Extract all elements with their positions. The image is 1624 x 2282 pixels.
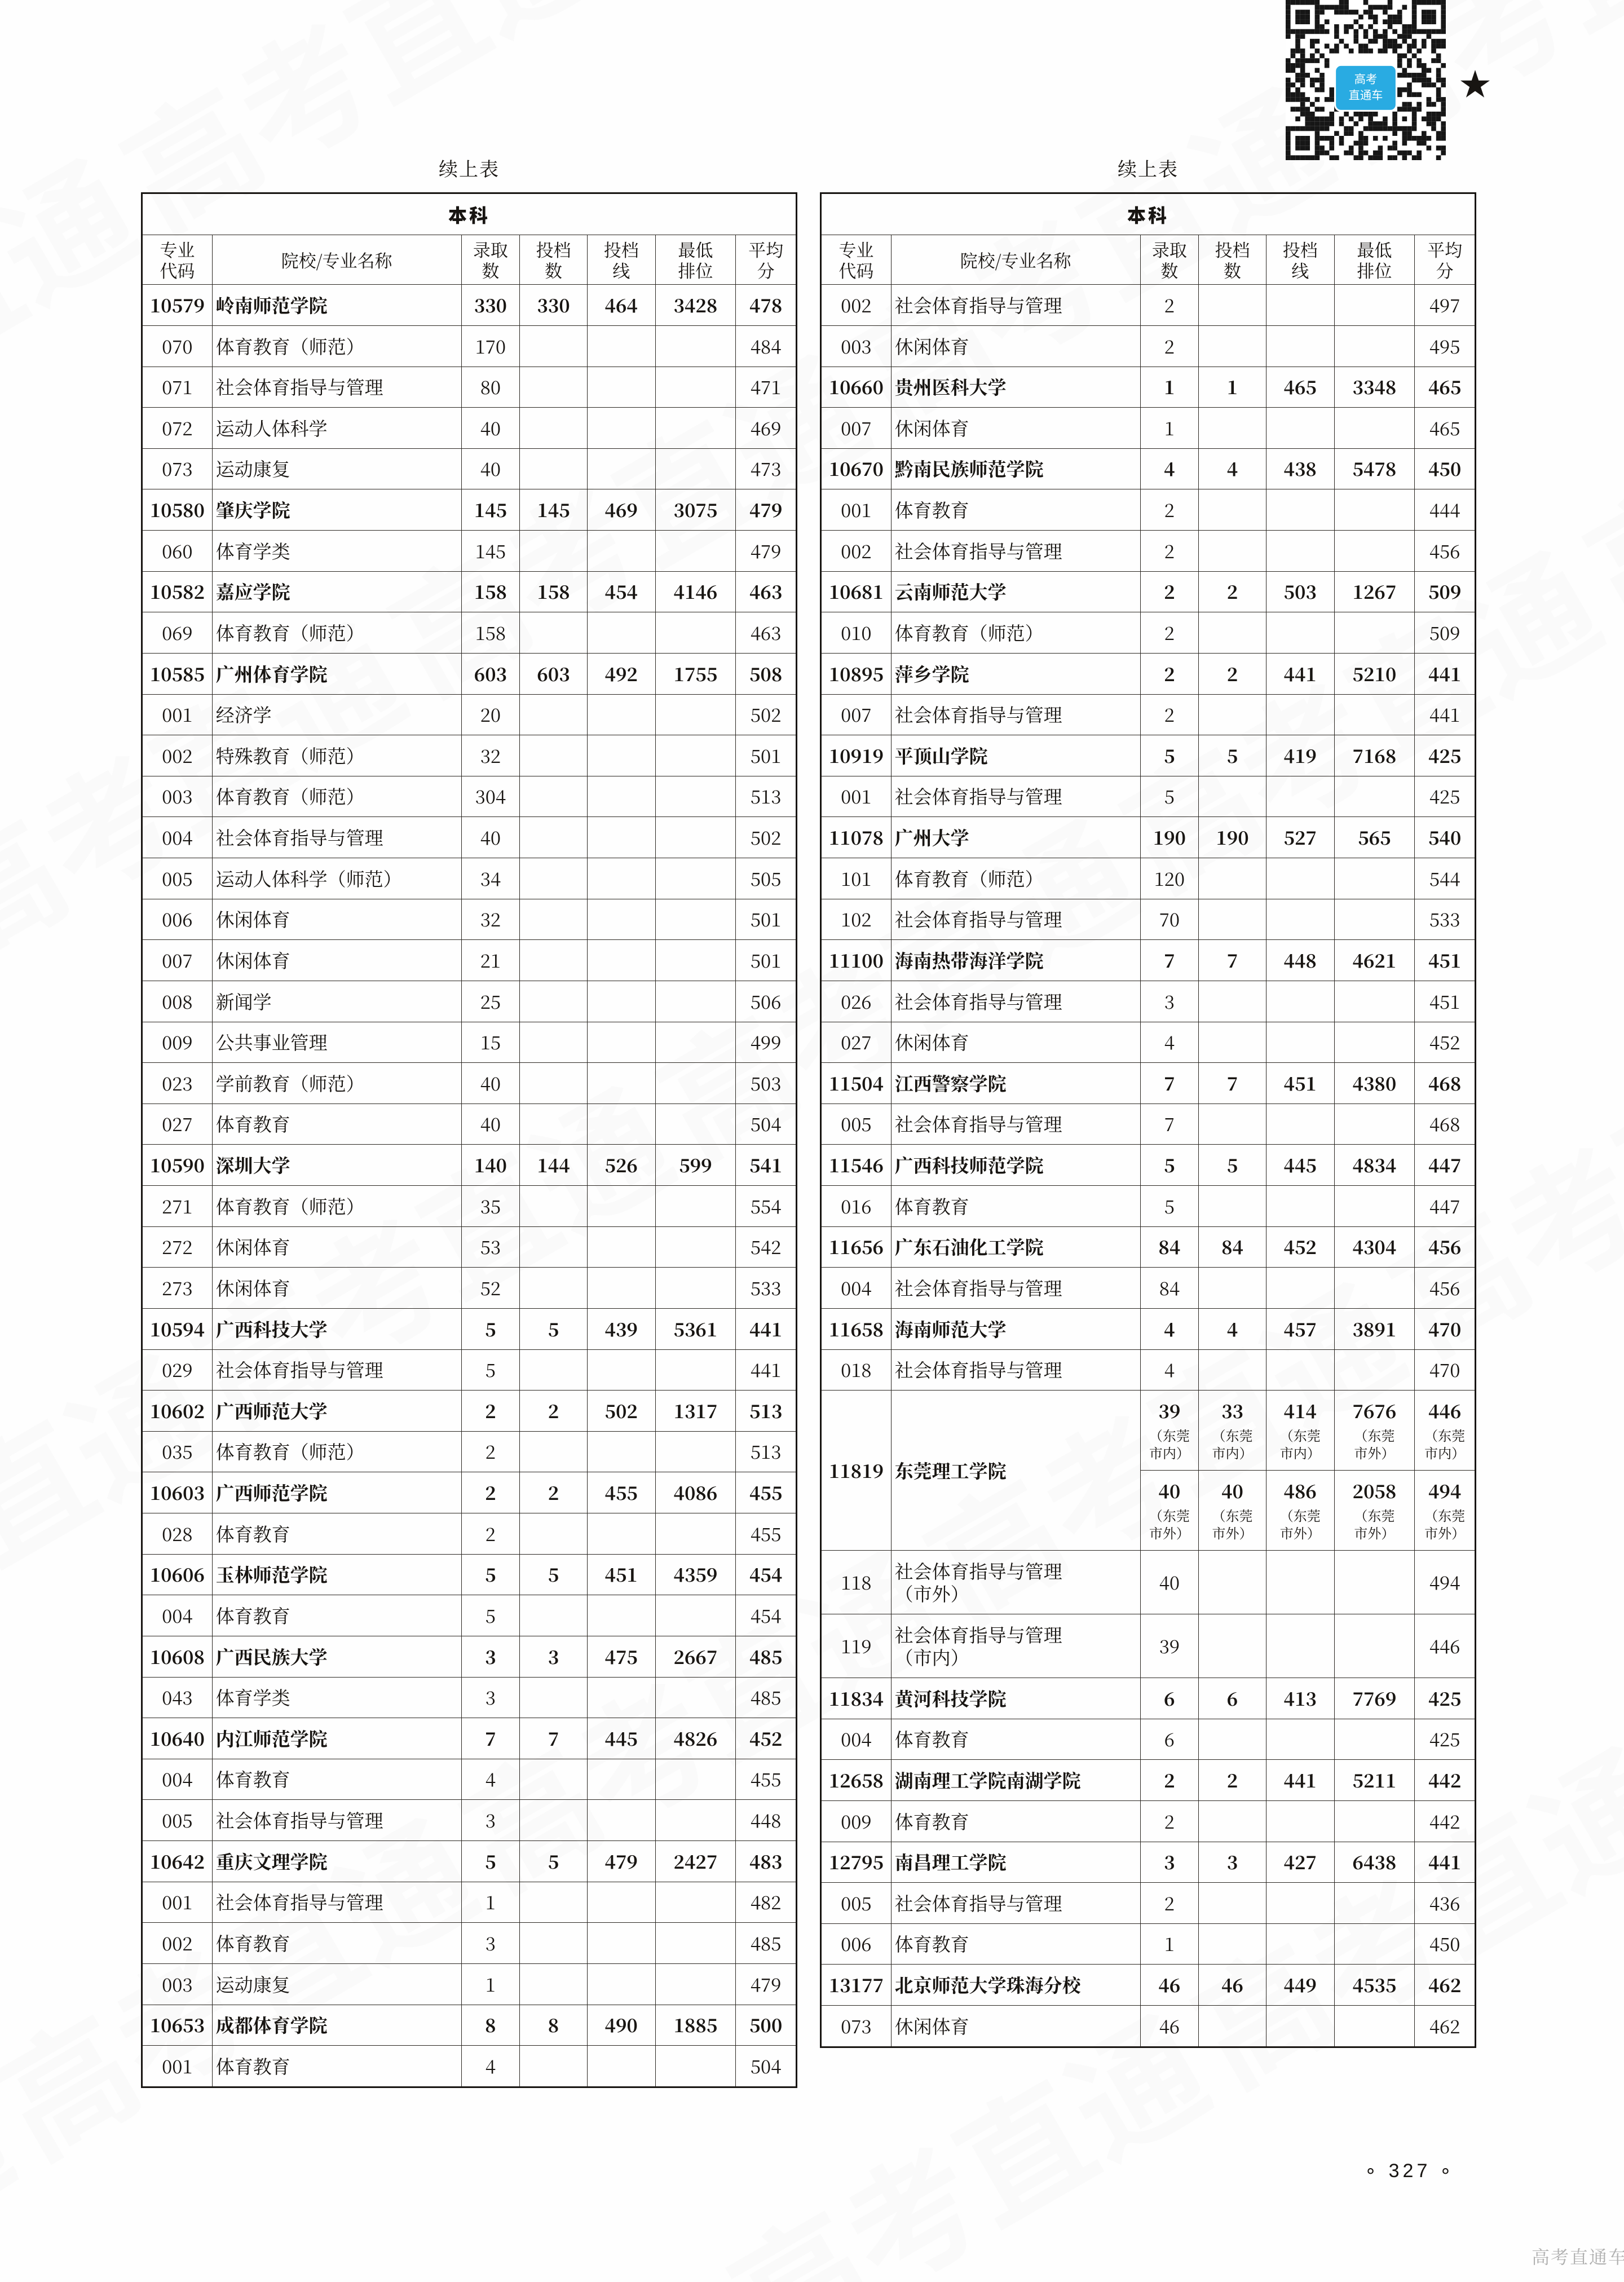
svg-text:直通车: 直通车: [1349, 89, 1383, 102]
svg-text:高考: 高考: [1354, 73, 1378, 86]
